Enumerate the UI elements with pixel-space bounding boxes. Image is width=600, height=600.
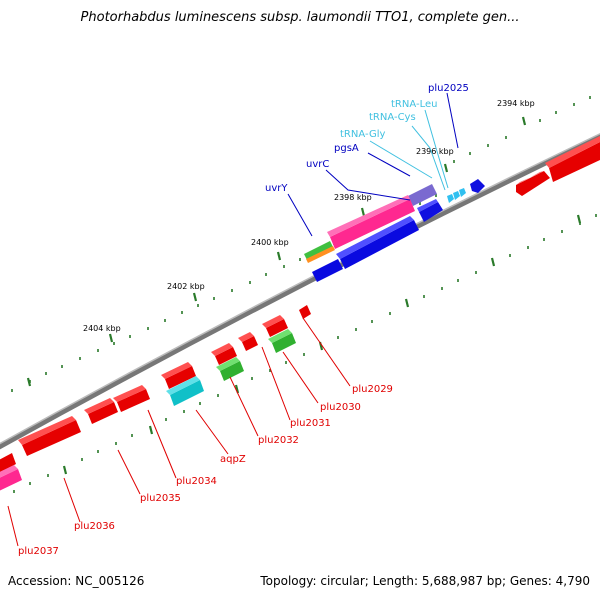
- gene-feature[interactable]: [408, 184, 437, 206]
- gene-label-plu2036[interactable]: plu2036: [74, 521, 115, 532]
- gene-feature[interactable]: [299, 305, 311, 319]
- gene-feature[interactable]: [22, 420, 81, 456]
- left-forward-genes: [0, 305, 311, 473]
- gene-feature[interactable]: [88, 402, 118, 424]
- gene-label-plu2025[interactable]: plu2025: [428, 83, 469, 94]
- gene-label-plu2032[interactable]: plu2032: [258, 435, 299, 446]
- gene-feature[interactable]: [0, 453, 16, 473]
- genome-backbone: [0, 134, 600, 450]
- gene-feature[interactable]: [312, 259, 343, 282]
- gene-feature[interactable]: [340, 220, 419, 269]
- gene-label-trna-leu[interactable]: tRNA-Leu: [391, 99, 437, 110]
- outer-scale-ring: [11, 96, 591, 392]
- tick-label: 2402 kbp: [167, 282, 205, 291]
- trna-feature[interactable]: [447, 194, 454, 203]
- map-title: Photorhabdus luminescens subsp. laumondi…: [80, 10, 520, 25]
- bottom-leader-lines: [7, 317, 351, 547]
- top-leader-lines: [287, 92, 459, 237]
- forward-genes: [304, 136, 600, 282]
- major-ticks-inner: [62, 214, 582, 475]
- gene-feature[interactable]: [242, 336, 258, 351]
- major-ticks-outer: [26, 116, 527, 387]
- gene-feature[interactable]: [0, 469, 22, 491]
- gene-feature[interactable]: [549, 142, 600, 182]
- gene-label-plu2034[interactable]: plu2034: [176, 476, 217, 487]
- gene-label-trna-cys[interactable]: tRNA-Cys: [369, 112, 416, 123]
- gene-label-plu2037[interactable]: plu2037: [18, 546, 59, 557]
- tick-label: 2396 kbp: [416, 147, 454, 156]
- gene-label-plu2029[interactable]: plu2029: [352, 384, 393, 395]
- tick-label: 2398 kbp: [334, 193, 372, 202]
- inner-scale-ring: [13, 214, 597, 493]
- tick-label: 2404 kbp: [83, 324, 121, 333]
- gene-feature[interactable]: [516, 171, 550, 196]
- gene-feature[interactable]: [220, 361, 244, 381]
- gene-feature[interactable]: [272, 333, 296, 353]
- gene-feature[interactable]: [304, 241, 333, 260]
- gene-label-pgsa[interactable]: pgsA: [334, 143, 359, 154]
- gene-feature[interactable]: [117, 389, 150, 412]
- gene-label-plu2030[interactable]: plu2030: [320, 402, 361, 413]
- gene-label-uvry[interactable]: uvrY: [265, 183, 288, 194]
- tick-label: 2394 kbp: [497, 99, 535, 108]
- gene-feature[interactable]: [170, 380, 204, 406]
- accession-text: Accession: NC_005126: [8, 574, 145, 588]
- gene-feature[interactable]: [330, 199, 415, 249]
- gene-label-trna-gly[interactable]: tRNA-Gly: [340, 129, 385, 140]
- reverse-genes: [0, 329, 296, 491]
- gene-feature[interactable]: [215, 347, 237, 365]
- gene-label-plu2035[interactable]: plu2035: [140, 493, 181, 504]
- gene-label-plu2031[interactable]: plu2031: [290, 418, 331, 429]
- gene-feature[interactable]: [419, 202, 443, 222]
- trna-feature[interactable]: [453, 191, 460, 200]
- gene-feature[interactable]: [470, 179, 485, 193]
- genome-summary-text: Topology: circular; Length: 5,688,987 bp…: [260, 574, 590, 588]
- gene-feature[interactable]: [165, 366, 196, 389]
- gene-feature[interactable]: [306, 246, 335, 263]
- gene-label-uvrc[interactable]: uvrC: [306, 159, 329, 170]
- gene-label-aqpz[interactable]: aqpZ: [220, 454, 246, 465]
- tick-label: 2400 kbp: [251, 238, 289, 247]
- gene-feature[interactable]: [266, 319, 288, 337]
- trna-feature[interactable]: [459, 188, 466, 197]
